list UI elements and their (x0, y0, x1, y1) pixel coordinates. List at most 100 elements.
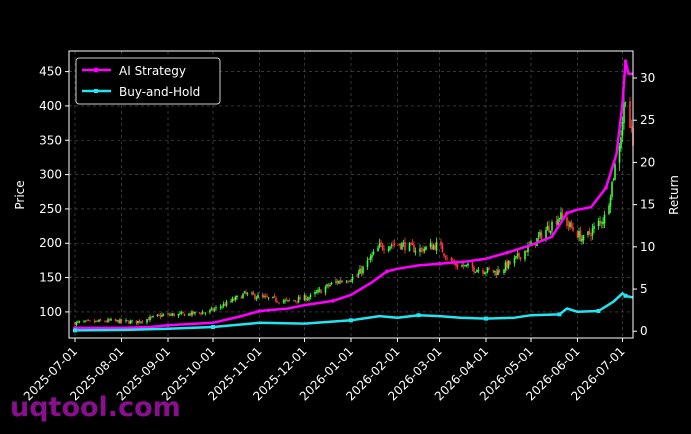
candle-body (618, 146, 621, 163)
candle-body (275, 297, 277, 302)
candle-body (336, 281, 339, 284)
buy-and-hold-point (73, 328, 77, 333)
candle-body (108, 319, 111, 321)
candle-body (93, 320, 96, 323)
candle-body (435, 241, 438, 251)
candle-body (503, 269, 505, 274)
candle-body (495, 271, 498, 276)
y-right-tick-label: 15 (640, 198, 655, 212)
candle-body (378, 243, 381, 248)
y-left-tick-label: 450 (39, 65, 62, 79)
candle-body (170, 314, 172, 316)
candle-body (357, 273, 360, 276)
candle-body (120, 319, 123, 322)
candle-body (566, 217, 568, 226)
candle-body (257, 294, 259, 299)
y-right-tick-label: 25 (640, 113, 655, 127)
candle-body (243, 291, 246, 294)
candle-body (158, 314, 160, 316)
candle-body (621, 121, 624, 136)
candle-body (234, 296, 237, 300)
candle-body (443, 253, 445, 256)
candle-body (266, 295, 268, 298)
candle-body (201, 312, 204, 315)
candle-body (77, 321, 79, 323)
candle-body (524, 250, 526, 260)
candle-body (570, 223, 573, 228)
candle-body (189, 313, 192, 316)
candle-body (180, 312, 183, 314)
buy-and-hold-point (484, 316, 488, 321)
candle-body (329, 284, 331, 287)
y-right-tick-label: 0 (640, 324, 648, 338)
candle-body (215, 307, 217, 309)
candle-body (420, 247, 423, 249)
candle-body (147, 318, 150, 321)
candle-body (548, 225, 550, 232)
candle-body (317, 289, 319, 293)
ai-strategy-point (604, 185, 608, 190)
candle-body (441, 244, 444, 253)
candle-body (551, 221, 553, 231)
candle-body (588, 230, 591, 234)
candle-body (582, 235, 585, 240)
candle-body (393, 243, 396, 245)
candle-body (423, 248, 426, 251)
candle-body (608, 205, 610, 214)
candle-body (179, 312, 181, 314)
candle-body (581, 238, 583, 242)
candle-body (308, 297, 310, 300)
candle-body (240, 296, 243, 299)
y-left-tick-label: 300 (39, 168, 62, 182)
buy-and-hold-point (557, 312, 562, 317)
candle-body (513, 257, 516, 264)
candle-body (138, 320, 141, 323)
candle-body (273, 296, 276, 298)
y-left-tick-label: 400 (39, 99, 62, 113)
candle-body (245, 292, 247, 294)
candle-body (593, 226, 595, 229)
candle-body (414, 251, 417, 253)
candle-body (360, 269, 363, 274)
candle-body (161, 314, 163, 317)
buy-and-hold-point (349, 318, 353, 323)
y-right-tick-label: 20 (640, 155, 655, 169)
candle-body (578, 231, 580, 238)
candle-body (600, 221, 603, 224)
candle-body (392, 244, 394, 246)
candle-body (461, 265, 463, 267)
candle-body (200, 313, 202, 315)
candle-body (75, 321, 78, 325)
candle-body (324, 287, 327, 293)
candle-body (356, 276, 358, 277)
candle-body (171, 313, 174, 316)
candle-body (261, 295, 264, 297)
candle-body (326, 284, 328, 287)
y-left-tick-label: 350 (39, 133, 62, 147)
candle-body (398, 243, 400, 245)
ai-strategy-line (75, 59, 633, 330)
candle-body (506, 261, 508, 269)
candle-body (422, 248, 424, 252)
y-right-tick-label: 30 (640, 71, 655, 85)
buy-and-hold-point (211, 325, 215, 330)
candle-body (182, 311, 184, 314)
buy-and-hold-point (416, 313, 421, 318)
candle-body (399, 243, 402, 249)
candle-body (612, 178, 615, 180)
candle-body (330, 282, 333, 285)
y-axis-right: 0 5 10 15 20 25 30 (633, 71, 655, 338)
candle-body (84, 320, 87, 322)
candle-body (482, 270, 484, 274)
candle-body (105, 321, 108, 323)
candle-body (560, 212, 562, 220)
candle-body (191, 311, 193, 316)
candle-body (225, 301, 228, 306)
candle-body (494, 270, 496, 273)
candle-body (623, 102, 625, 123)
candle-body (515, 256, 517, 258)
candle-body (173, 313, 175, 317)
candle-body (590, 235, 592, 237)
candle-body (486, 267, 489, 272)
candle-body (476, 269, 478, 273)
